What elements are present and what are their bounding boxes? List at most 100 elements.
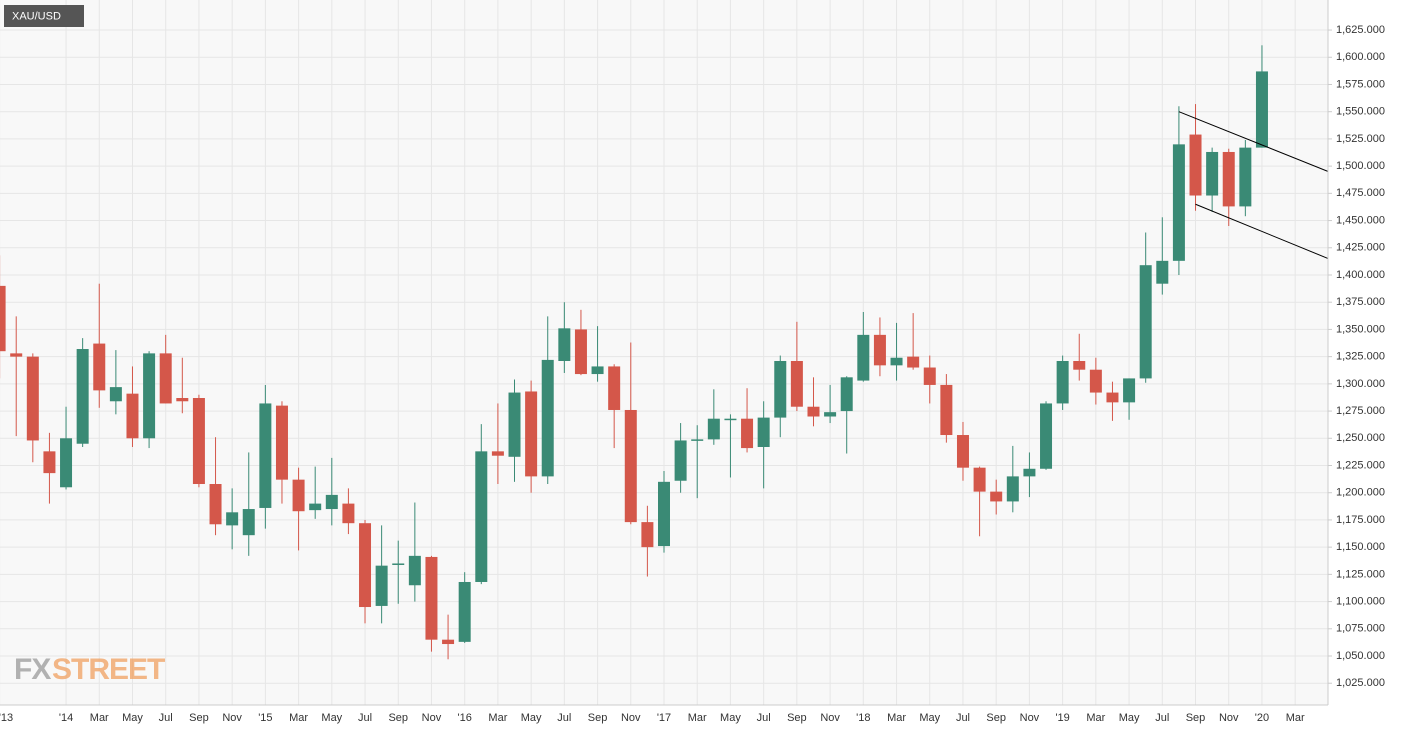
x-tick-label: Nov — [222, 712, 242, 724]
candle-body — [76, 349, 89, 444]
x-tick-label: Sep — [189, 712, 209, 724]
candle-body — [93, 343, 106, 391]
candle-body — [342, 503, 355, 524]
x-tick-label: Mar — [1286, 712, 1305, 724]
y-tick-label: 1,175.000 — [1336, 514, 1385, 526]
candle-body — [608, 366, 621, 410]
candle-body — [508, 392, 521, 457]
x-tick-label: '15 — [258, 712, 272, 724]
x-tick-label: Jul — [358, 712, 372, 724]
y-tick-label: 1,625.000 — [1336, 24, 1385, 36]
candle-body — [442, 639, 455, 645]
candle-body — [309, 503, 322, 511]
candle-body — [541, 359, 554, 477]
candle-body — [1139, 265, 1152, 379]
candle-body — [774, 360, 787, 418]
candle-body — [1106, 392, 1119, 403]
candle-body — [757, 417, 770, 447]
x-tick-label: Sep — [1186, 712, 1206, 724]
y-tick-label: 1,600.000 — [1336, 51, 1385, 63]
candle-body — [674, 440, 687, 481]
candle-body — [1056, 360, 1069, 404]
chart-title: XAU/USD — [12, 10, 61, 22]
x-tick-label: Nov — [1020, 712, 1040, 724]
x-tick-label: '14 — [59, 712, 73, 724]
watermark-fx: FX — [14, 653, 51, 686]
x-tick-label: Mar — [1086, 712, 1105, 724]
watermark-street: STREET — [52, 653, 165, 686]
candle-body — [0, 285, 6, 352]
candle-body — [259, 403, 272, 508]
candle-body — [458, 581, 471, 642]
candle-body — [1089, 369, 1102, 393]
y-tick-label: 1,050.000 — [1336, 650, 1385, 662]
candle-body — [873, 334, 886, 366]
candle-body — [275, 405, 288, 480]
x-tick-label: May — [521, 712, 542, 724]
y-tick-label: 1,125.000 — [1336, 568, 1385, 580]
candle-body — [143, 353, 156, 439]
x-tick-label: Nov — [820, 712, 840, 724]
candle-body — [923, 367, 936, 385]
x-tick-label: May — [1119, 712, 1140, 724]
candle-body — [1156, 260, 1169, 284]
candle-body — [724, 418, 737, 421]
candle-body — [159, 353, 172, 404]
x-tick-label: Mar — [90, 712, 109, 724]
x-tick-label: May — [919, 712, 940, 724]
x-tick-label: May — [720, 712, 741, 724]
y-tick-label: 1,450.000 — [1336, 214, 1385, 226]
y-tick-label: 1,075.000 — [1336, 623, 1385, 635]
candle-body — [425, 556, 438, 640]
x-tick-label: Mar — [688, 712, 707, 724]
candle-body — [973, 467, 986, 492]
candle-body — [707, 418, 720, 440]
candle-body — [591, 366, 604, 375]
candle-body — [1023, 468, 1036, 477]
candle-body — [325, 494, 338, 510]
candle-body — [10, 353, 23, 357]
x-tick-label: '18 — [856, 712, 870, 724]
x-tick-label: Mar — [289, 712, 308, 724]
x-tick-label: Jul — [159, 712, 173, 724]
candle-body — [558, 328, 571, 361]
x-tick-label: Sep — [588, 712, 608, 724]
candle-body — [956, 435, 969, 468]
candle-body — [1189, 134, 1202, 196]
y-tick-label: 1,400.000 — [1336, 269, 1385, 281]
x-tick-label: May — [122, 712, 143, 724]
x-tick-label: Mar — [488, 712, 507, 724]
candle-body — [574, 329, 587, 375]
y-tick-label: 1,275.000 — [1336, 405, 1385, 417]
candle-body — [1172, 144, 1185, 261]
candle-body — [807, 406, 820, 417]
candle-body — [1123, 378, 1136, 403]
x-tick-label: Mar — [887, 712, 906, 724]
candle-body — [392, 563, 405, 565]
candle-body — [1040, 403, 1053, 469]
y-tick-label: 1,325.000 — [1336, 351, 1385, 363]
x-tick-label: Jul — [757, 712, 771, 724]
candle-body — [292, 479, 305, 512]
x-tick-label: Nov — [621, 712, 641, 724]
y-tick-label: 1,025.000 — [1336, 677, 1385, 689]
candle-body — [1255, 71, 1268, 148]
y-tick-label: 1,500.000 — [1336, 160, 1385, 172]
x-tick-label: Sep — [787, 712, 807, 724]
candle-body — [691, 439, 704, 441]
y-tick-label: 1,425.000 — [1336, 242, 1385, 254]
candle-body — [1073, 360, 1086, 370]
y-tick-label: 1,575.000 — [1336, 78, 1385, 90]
y-tick-label: 1,550.000 — [1336, 106, 1385, 118]
candle-body — [1006, 476, 1019, 502]
y-tick-label: 1,375.000 — [1336, 296, 1385, 308]
candle-body — [192, 398, 205, 485]
x-tick-label: '17 — [657, 712, 671, 724]
y-tick-label: 1,350.000 — [1336, 323, 1385, 335]
candle-body — [907, 356, 920, 368]
candle-body — [408, 555, 421, 586]
x-tick-label: Jul — [956, 712, 970, 724]
candle-body — [43, 451, 56, 474]
